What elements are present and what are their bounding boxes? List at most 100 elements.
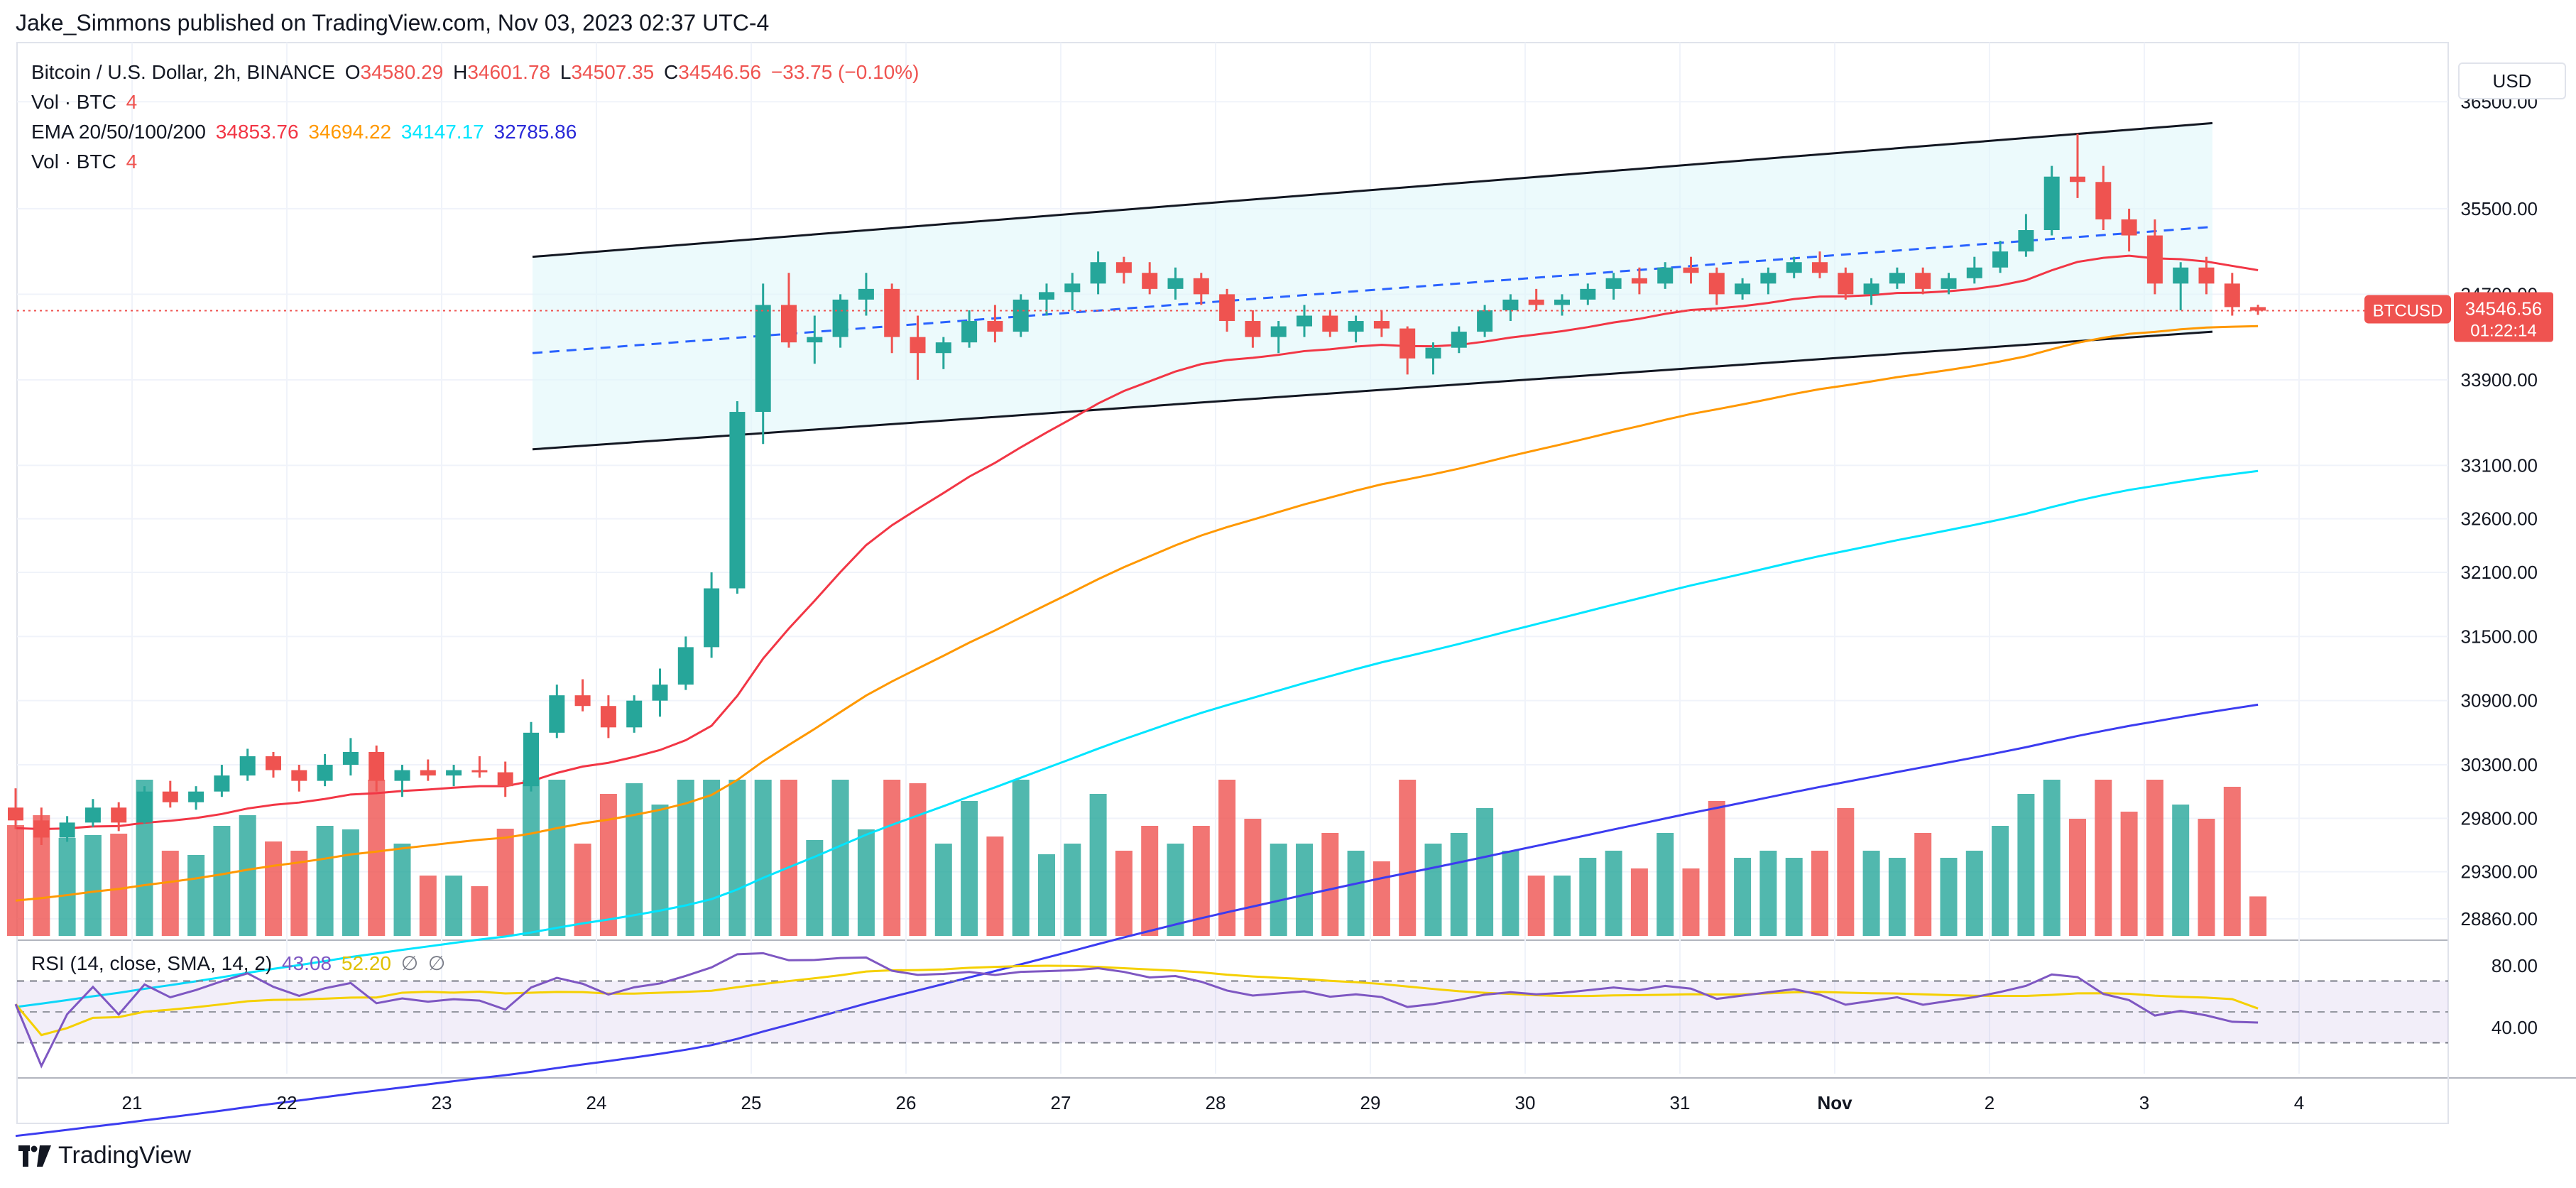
candle-body (781, 305, 797, 343)
volume-legend-1[interactable]: Vol · BTC 4 (31, 91, 141, 114)
candle-body (1477, 310, 1493, 332)
ema200-value: 32785.86 (493, 121, 577, 143)
price-tick-label: 33900.00 (2461, 369, 2538, 391)
volume-bar (187, 855, 205, 936)
countdown-label: 01:22:14 (2470, 321, 2536, 340)
volume-bar (780, 780, 797, 936)
candle-body (2043, 176, 2060, 231)
candle (1708, 267, 1725, 305)
price-tick-label: 30300.00 (2461, 754, 2538, 775)
candle-body (1245, 321, 1261, 337)
candle-body (1348, 321, 1364, 332)
candle (600, 695, 616, 739)
brand-text: TradingView (58, 1142, 192, 1169)
candle (1915, 267, 1931, 295)
candle-body (1297, 315, 1312, 327)
volume-bar (110, 834, 128, 936)
volume-bar (728, 780, 746, 936)
volume-bar (1940, 858, 1958, 936)
ema-legend[interactable]: EMA 20/50/100/200 34853.76 34694.22 3414… (31, 121, 581, 143)
price-tick-label: 29800.00 (2461, 807, 2538, 829)
volume-bar (574, 844, 591, 936)
candle (884, 283, 900, 354)
volume-bar (1759, 851, 1777, 936)
volume-bar (1605, 851, 1622, 936)
volume-legend-2[interactable]: Vol · BTC 4 (31, 151, 141, 173)
time-tick-label: 28 (1206, 1092, 1226, 1113)
volume-bar (1914, 833, 1932, 936)
candle (1966, 256, 1982, 284)
plot-frame (16, 42, 2449, 1124)
candle (394, 765, 410, 797)
volume-bar (1064, 844, 1081, 936)
candle (626, 695, 643, 733)
candle-body (2250, 307, 2266, 311)
volume-bar (419, 876, 437, 936)
candle (214, 765, 230, 797)
time-tick-label: 23 (432, 1092, 452, 1113)
candle-body (162, 791, 178, 802)
candle-body (33, 820, 50, 838)
candle (317, 753, 333, 787)
candle (1399, 326, 1416, 375)
volume-bar (548, 780, 566, 936)
volume-bar (1502, 851, 1519, 936)
rsi-line (14, 952, 2259, 1069)
rsi-label: RSI (14, close, SMA, 14, 2) (31, 952, 273, 974)
candle-body (420, 770, 436, 776)
candle-body (1786, 262, 1802, 273)
candle-body (342, 751, 359, 765)
candle-body (1528, 299, 1544, 305)
time-tick-label: 26 (896, 1092, 917, 1113)
candle-body (2198, 267, 2215, 284)
hidden-icon-2[interactable]: ∅ (427, 952, 446, 974)
close-label: C (664, 61, 679, 83)
volume-bar (986, 836, 1004, 936)
candle (729, 400, 746, 594)
candles (8, 133, 2266, 845)
symbol-legend[interactable]: Bitcoin / U.S. Dollar, 2h, BINANCE O3458… (31, 61, 923, 84)
currency-button[interactable]: USD (2458, 62, 2566, 99)
volume-bar (1476, 808, 1494, 936)
rsi-legend[interactable]: RSI (14, close, SMA, 14, 2) 43.08 52.20 … (31, 952, 449, 975)
rsi-tick-label: 40.00 (2492, 1017, 2538, 1038)
candle (239, 748, 256, 781)
ema200-line (15, 703, 2259, 1138)
candle (1786, 256, 1802, 278)
low-value: 34507.35 (571, 61, 655, 83)
volume-bar (445, 876, 463, 936)
candle (162, 780, 178, 808)
volume-bar (626, 783, 643, 936)
candle-body (574, 695, 591, 707)
candle (59, 816, 75, 842)
time-tick-label: 30 (1515, 1092, 1536, 1113)
hidden-icon-1[interactable]: ∅ (400, 952, 419, 974)
candle (1245, 310, 1261, 348)
price-tick-label: 30900.00 (2461, 690, 2538, 712)
volume-bar (2095, 780, 2112, 936)
candle (1889, 267, 1905, 289)
candle (1760, 267, 1777, 295)
candle (1322, 310, 1338, 337)
candle (1115, 256, 1132, 284)
tradingview-logo[interactable]: TradingView (18, 1142, 191, 1170)
candle-body (291, 770, 307, 781)
volume-bar (1012, 780, 1030, 936)
candle-body (1064, 283, 1081, 293)
candle-body (1322, 315, 1338, 332)
candle-body (1013, 299, 1029, 332)
ema50-line (15, 325, 2259, 902)
candle-body (1683, 267, 1699, 273)
last-price-label: 34546.56 (2465, 298, 2542, 319)
candle-body (600, 706, 616, 728)
volume-bar (1708, 801, 1725, 936)
candle (1812, 251, 1828, 278)
volume-bar (1554, 876, 1571, 936)
time-tick-label: 3 (2139, 1092, 2149, 1113)
candle (1528, 288, 1544, 310)
price-tick-label: 28860.00 (2461, 908, 2538, 930)
candle-body (1941, 278, 1957, 289)
candle-body (652, 685, 668, 701)
